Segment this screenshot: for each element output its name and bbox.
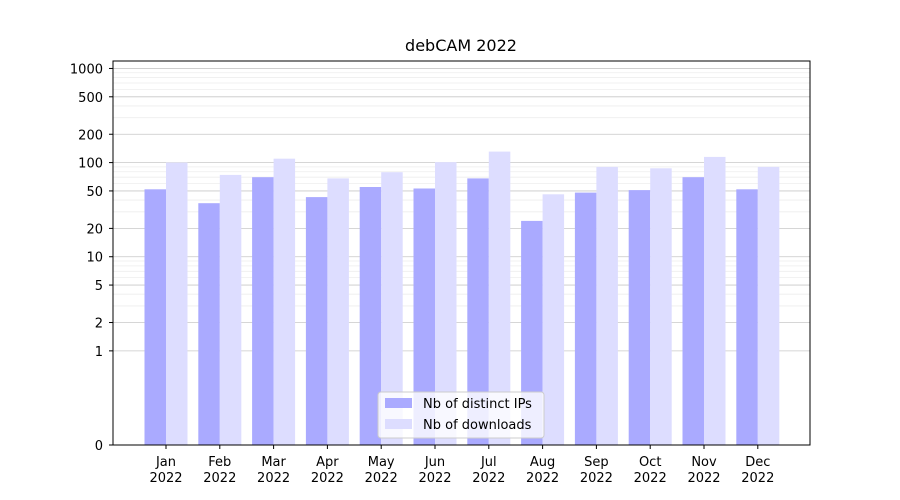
series-downloads [166,151,780,446]
x-tick-label: Jul 2022 [472,455,505,486]
bar-distinct-ips [144,189,166,445]
chart-title: debCAM 2022 [405,36,517,55]
x-tick-label: Aug 2022 [526,455,559,486]
legend-swatch [385,419,412,429]
y-tick-label: 200 [78,128,103,143]
bar-downloads [650,168,672,446]
x-axis: Jan 2022 Feb 2022 Mar 2022 Apr 2022 May 2022 Jun 20… [149,445,774,486]
bar-downloads [166,162,188,445]
bar-downloads [219,174,242,445]
y-tick-label: 50 [86,185,103,200]
legend-label: Nb of distinct IPs [423,397,532,412]
bars [144,151,780,446]
legend-label: Nb of downloads [423,418,532,433]
bar-downloads [488,151,511,445]
bar-downloads [381,172,403,445]
x-tick-label: Jan 2022 [149,455,182,486]
y-tick-label: 20 [86,222,103,237]
y-tick-label: 0 [95,439,103,454]
y-tick-label: 2 [95,317,103,332]
bar-distinct-ips [574,192,597,445]
y-axis: 0 1 2 5 10 20 50 100 200 500 1000 [70,62,113,454]
y-tick-label: 500 [78,91,103,106]
bar-downloads [327,178,349,445]
bar-distinct-ips [736,189,758,445]
x-tick-label: Apr 2022 [311,455,344,486]
legend: Nb of distinct IPs Nb of downloads [377,391,545,439]
x-tick-label: Oct 2022 [634,455,667,486]
bar-downloads [757,166,780,445]
bar-distinct-ips [628,190,651,445]
bar-downloads [542,194,565,445]
y-tick-label: 100 [78,157,103,172]
y-tick-label: 5 [95,279,103,294]
bar-distinct-ips [359,187,382,445]
plot-frame [112,60,811,446]
x-tick-label: Nov 2022 [687,455,720,486]
bar-downloads [596,166,618,445]
bar-distinct-ips [467,178,489,445]
x-tick-label: May 2022 [365,455,398,486]
x-tick-label: Mar 2022 [257,455,290,486]
legend-swatch [385,398,412,408]
bar-downloads [435,162,457,445]
bar-distinct-ips [252,177,274,445]
bar-distinct-ips [413,188,435,445]
x-tick-label: Feb 2022 [203,455,236,486]
bar-downloads [704,156,726,445]
bar-distinct-ips [305,197,328,445]
x-tick-label: Sep 2022 [580,455,613,486]
legend-box [377,391,545,439]
bar-distinct-ips [198,203,220,445]
y-tick-label: 10 [86,251,103,266]
y-tick-label: 1 [95,345,103,360]
bar-downloads [273,158,296,445]
x-tick-label: Jun 2022 [418,455,451,486]
bar-distinct-ips [682,177,704,445]
bar-distinct-ips [521,220,543,445]
series-distinct-ips [144,177,758,445]
y-tick-label: 1000 [70,62,103,77]
x-tick-label: Dec 2022 [741,455,774,486]
